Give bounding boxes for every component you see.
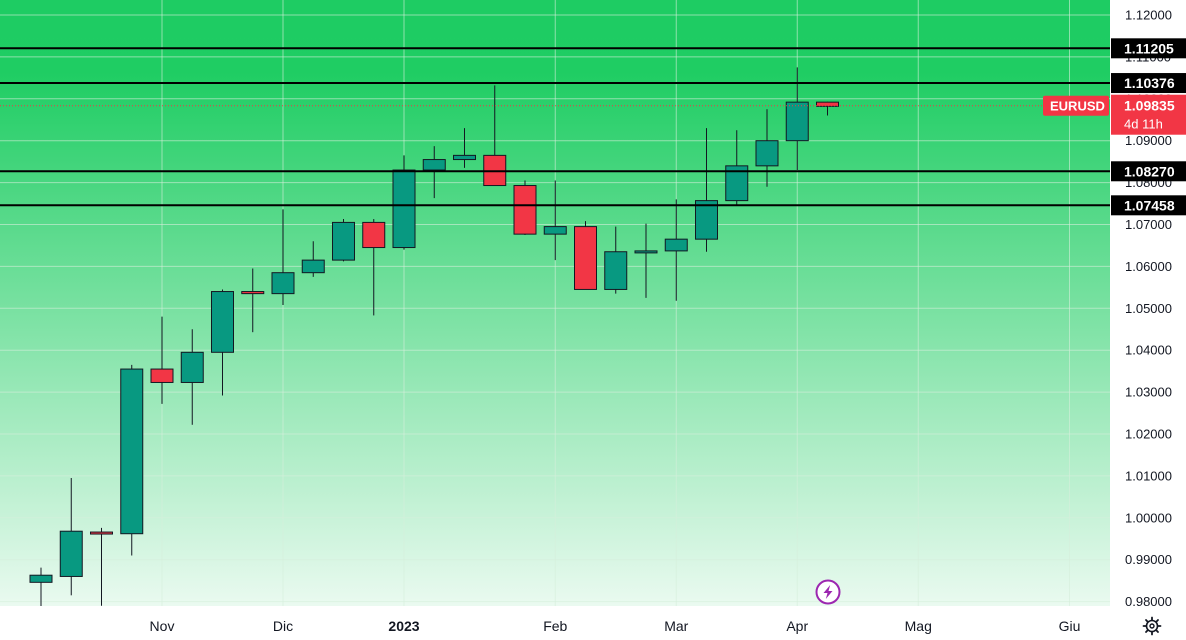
candle-body xyxy=(150,368,174,383)
candle-body xyxy=(301,259,325,274)
price-tick-label: 1.01000 xyxy=(1125,468,1172,483)
candle-20 xyxy=(634,223,658,298)
candle-body xyxy=(785,101,809,142)
grid xyxy=(0,0,1110,606)
price-tick-label: 1.06000 xyxy=(1125,259,1172,274)
candle-24 xyxy=(755,109,779,187)
candle-body xyxy=(513,185,537,235)
price-tick-label: 1.12000 xyxy=(1125,8,1172,23)
candle-6 xyxy=(211,289,234,396)
time-tick-label: Mag xyxy=(905,618,932,634)
candle-body xyxy=(453,154,476,161)
candle-17 xyxy=(543,180,567,261)
time-tick-label: Giu xyxy=(1059,618,1081,634)
level-tag-label: 1.07458 xyxy=(1124,197,1175,213)
price-tick-label: 0.99000 xyxy=(1125,552,1172,567)
price-tick-label: 1.09000 xyxy=(1125,133,1172,148)
candle-23 xyxy=(725,130,749,206)
candle-body xyxy=(90,531,113,535)
time-axis-background xyxy=(0,606,1186,640)
time-tick-label: 2023 xyxy=(388,618,419,634)
time-tick-label: Mar xyxy=(664,618,688,634)
candle-16 xyxy=(513,180,537,235)
candle-body xyxy=(664,238,688,252)
level-tag-bg xyxy=(1111,73,1186,94)
time-tick-label: Feb xyxy=(543,618,567,634)
candle-body xyxy=(180,351,204,383)
current-price-tag: 1.09835 4d 11h xyxy=(1111,94,1186,135)
level-tag-label: 1.10376 xyxy=(1124,75,1175,91)
candle-3 xyxy=(120,364,144,556)
level-tag-bg xyxy=(1111,38,1186,59)
candle-body xyxy=(574,226,597,290)
candle-22 xyxy=(695,128,718,252)
candle-body xyxy=(211,291,234,353)
candle-10 xyxy=(332,219,355,262)
time-axis[interactable]: Nov Dic 2023 Feb Mar Apr Mag Giu xyxy=(150,618,1081,634)
price-tick-label: 1.05000 xyxy=(1125,301,1172,316)
current-price-tag-bg xyxy=(1111,94,1186,135)
price-tick-label: 1.02000 xyxy=(1125,427,1172,442)
candle-body xyxy=(120,368,144,535)
time-tick-label: Dic xyxy=(273,618,293,634)
candle-body xyxy=(816,101,839,107)
candle-body xyxy=(59,530,83,577)
candle-body xyxy=(725,165,749,202)
candle-body xyxy=(392,169,416,249)
level-tag-label: 1.11205 xyxy=(1124,40,1174,56)
price-tick-label: 1.03000 xyxy=(1125,385,1172,400)
price-tick-label: 0.98000 xyxy=(1125,594,1172,609)
candle-2 xyxy=(90,527,113,606)
candle-body xyxy=(332,221,355,261)
candle-body xyxy=(755,140,779,167)
candle-18 xyxy=(574,221,597,290)
lightning-icon[interactable] xyxy=(815,579,841,605)
candle-body xyxy=(422,159,446,171)
candle-body xyxy=(634,250,658,254)
price-tick-label: 1.04000 xyxy=(1125,343,1172,358)
time-tick-label: Apr xyxy=(786,618,808,634)
candle-body xyxy=(543,226,567,235)
gear-icon[interactable] xyxy=(1142,616,1162,636)
level-tag-bg xyxy=(1111,195,1186,216)
countdown-label: 4d 11h xyxy=(1124,117,1163,132)
candle-9 xyxy=(301,241,325,277)
current-price-label: 1.09835 xyxy=(1124,98,1175,114)
candle-body xyxy=(695,200,718,240)
candle-4 xyxy=(150,316,174,404)
price-tick-label: 1.07000 xyxy=(1125,217,1172,232)
candle-11 xyxy=(362,219,386,316)
candle-body xyxy=(241,291,265,295)
candle-26 xyxy=(816,101,839,116)
candle-19 xyxy=(604,226,628,294)
price-tick-label: 1.00000 xyxy=(1125,510,1172,525)
level-tag-bg xyxy=(1111,161,1186,182)
horizontal-levels xyxy=(0,47,1110,207)
candle-25 xyxy=(785,67,809,171)
candle-body xyxy=(271,272,295,295)
candle-body xyxy=(362,221,386,249)
candle-14 xyxy=(453,128,476,168)
candle-1 xyxy=(59,477,83,596)
candle-7 xyxy=(241,268,265,333)
candle-body xyxy=(29,574,53,583)
candle-body xyxy=(604,251,628,290)
symbol-tag-bg xyxy=(1043,95,1109,116)
level-tags: 1.11205 1.10376 1.08270 1.07458 xyxy=(1111,38,1186,216)
level-tag-label: 1.08270 xyxy=(1124,163,1175,179)
time-tick-label: Nov xyxy=(150,618,175,634)
symbol-tag: EURUSD xyxy=(1043,95,1109,116)
candle-8 xyxy=(271,209,295,305)
symbol-label: EURUSD xyxy=(1050,99,1105,114)
candle-5 xyxy=(180,329,204,425)
candle-21 xyxy=(664,199,688,301)
candle-0 xyxy=(29,567,53,606)
